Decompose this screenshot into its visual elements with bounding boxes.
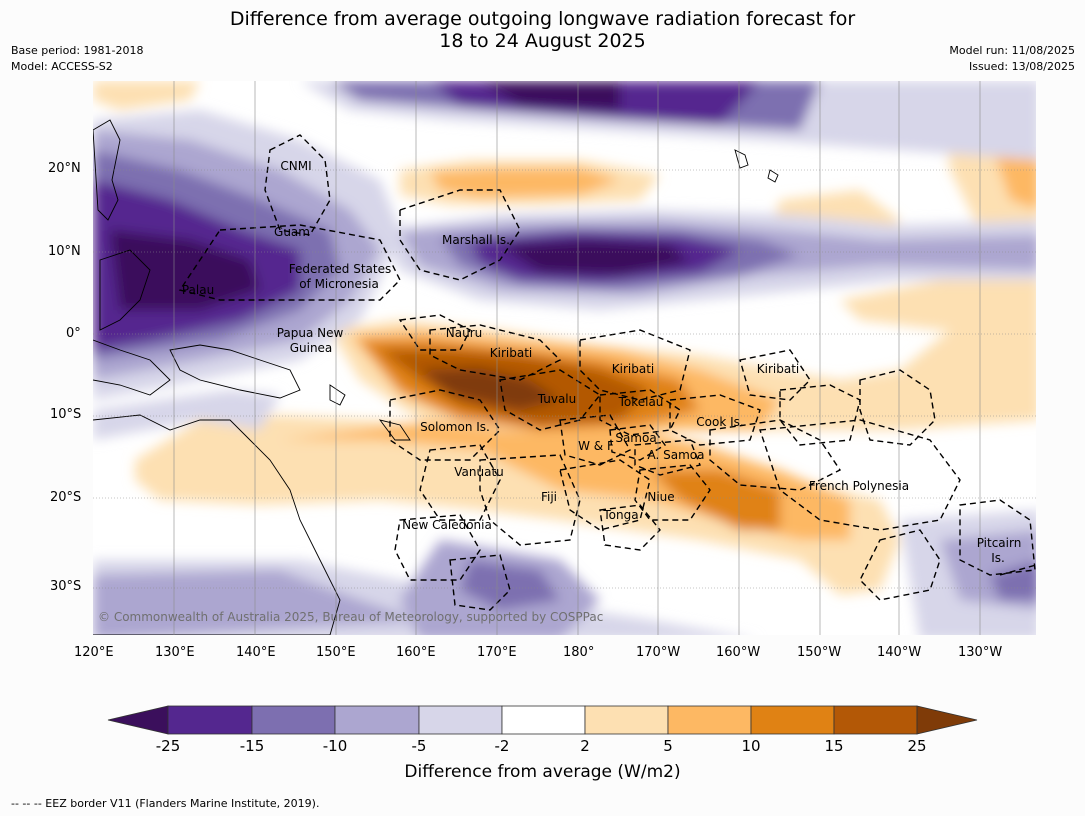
colorbar-tick: -2 — [494, 737, 510, 755]
place-tuvalu: Tuvalu — [537, 392, 577, 406]
colorbar-swatch — [418, 705, 503, 735]
colorbar-tick: -25 — [155, 737, 181, 755]
place-nauru: Nauru — [445, 326, 483, 340]
lat-label: 20°S — [50, 490, 82, 505]
colorbar-tick: 15 — [824, 737, 844, 755]
issued-date: Issued: 13/08/2025 — [968, 60, 1075, 73]
colorbar-tick: 10 — [741, 737, 761, 755]
lat-label: 10°N — [48, 244, 81, 259]
copyright-notice: © Commonwealth of Australia 2025, Bureau… — [98, 610, 604, 624]
lon-label: 160°E — [396, 645, 436, 660]
lon-label: 120°E — [74, 645, 114, 660]
meta-right: Model run: 11/08/2025 Issued: 13/08/2025 — [949, 43, 1075, 75]
place-niue: Niue — [647, 490, 675, 504]
lat-label: 20°N — [48, 161, 81, 176]
place-guam: Guam — [274, 225, 310, 239]
place-marshall-islands: Marshall Is. — [442, 233, 510, 247]
place-png-line-2: Guinea — [289, 341, 333, 355]
place-vanuatu: Vanuatu — [454, 465, 504, 479]
model-name: Model: ACCESS-S2 — [11, 60, 113, 73]
colorbar-swatch — [334, 705, 420, 735]
colorbar-low-arrow — [107, 705, 169, 735]
colorbar-tick: 5 — [663, 737, 673, 755]
lon-label: 170°E — [477, 645, 517, 660]
place-tokelau: Tokelau — [618, 395, 664, 409]
coastlines — [93, 119, 779, 635]
graticule — [93, 169, 1036, 589]
place-american-samoa: A. Samoa — [647, 448, 705, 462]
base-period: Base period: 1981-2018 — [11, 44, 144, 57]
colorbar-swatch — [251, 705, 336, 735]
colorbar-tick: -15 — [239, 737, 265, 755]
place-kiribati-central: Kiribati — [611, 362, 655, 376]
lon-label: 160°W — [716, 645, 761, 660]
place-solomon-islands: Solomon Is. — [420, 420, 490, 434]
colorbar-swatch — [501, 705, 586, 735]
colorbar-swatch — [167, 705, 253, 735]
lon-label: 130°E — [155, 645, 195, 660]
colorbar-title: Difference from average (W/m2) — [404, 762, 681, 782]
place-pitcairn-line-2: Is. — [991, 551, 1005, 565]
place-palau: Palau — [181, 283, 215, 297]
model-run: Model run: 11/08/2025 — [949, 44, 1075, 57]
place-wallis-futuna: W & F — [578, 439, 614, 453]
meridians — [173, 81, 981, 635]
colorbar-swatch — [833, 705, 918, 735]
place-cnmi: CNMI — [280, 159, 312, 173]
colorbar-high-arrow — [916, 705, 978, 735]
lon-label: 140°W — [877, 645, 922, 660]
eez-borders — [178, 134, 1036, 611]
map-title: Difference from average outgoing longwav… — [0, 8, 1085, 52]
place-cook-islands: Cook Is. — [696, 415, 744, 429]
lon-label: 150°E — [316, 645, 356, 660]
lon-label: 150°W — [797, 645, 842, 660]
colorbar-tick: -5 — [411, 737, 427, 755]
colorbar-tick: 2 — [580, 737, 590, 755]
colorbar-tick: -10 — [322, 737, 348, 755]
lat-label: 0° — [66, 326, 81, 341]
place-new-caledonia: New Caledonia — [402, 518, 492, 532]
place-french-polynesia: French Polynesia — [808, 479, 910, 493]
eez-legend-note: -- -- -- EEZ border V11 (Flanders Marine… — [11, 797, 320, 810]
colorbar-swatch — [667, 705, 752, 735]
place-png-line-1: Papua New — [276, 326, 344, 340]
anomaly-field — [93, 81, 1036, 635]
lon-label: 180° — [563, 645, 595, 660]
place-fsm-line-1: Federated States — [288, 262, 392, 276]
lat-label: 30°S — [50, 579, 82, 594]
lon-label: 130°W — [958, 645, 1003, 660]
place-kiribati-east: Kiribati — [756, 362, 800, 376]
colorbar-swatch — [750, 705, 835, 735]
place-pitcairn-line-1: Pitcairn — [976, 536, 1022, 550]
title-line-1: Difference from average outgoing longwav… — [229, 8, 856, 30]
lat-label: 10°S — [50, 407, 82, 422]
title-line-2: 18 to 24 August 2025 — [439, 30, 646, 52]
place-samoa: Samoa — [615, 431, 657, 445]
place-fiji: Fiji — [540, 490, 558, 504]
colorbar — [107, 705, 978, 735]
lon-label: 140°E — [236, 645, 276, 660]
place-tonga: Tonga — [603, 508, 639, 522]
lon-label: 170°W — [636, 645, 681, 660]
place-kiribati-west: Kiribati — [489, 346, 533, 360]
colorbar-swatch — [584, 705, 669, 735]
colorbar-tick: 25 — [907, 737, 927, 755]
meta-left: Base period: 1981-2018 Model: ACCESS-S2 — [11, 43, 143, 75]
place-fsm-line-2: of Micronesia — [299, 277, 379, 291]
